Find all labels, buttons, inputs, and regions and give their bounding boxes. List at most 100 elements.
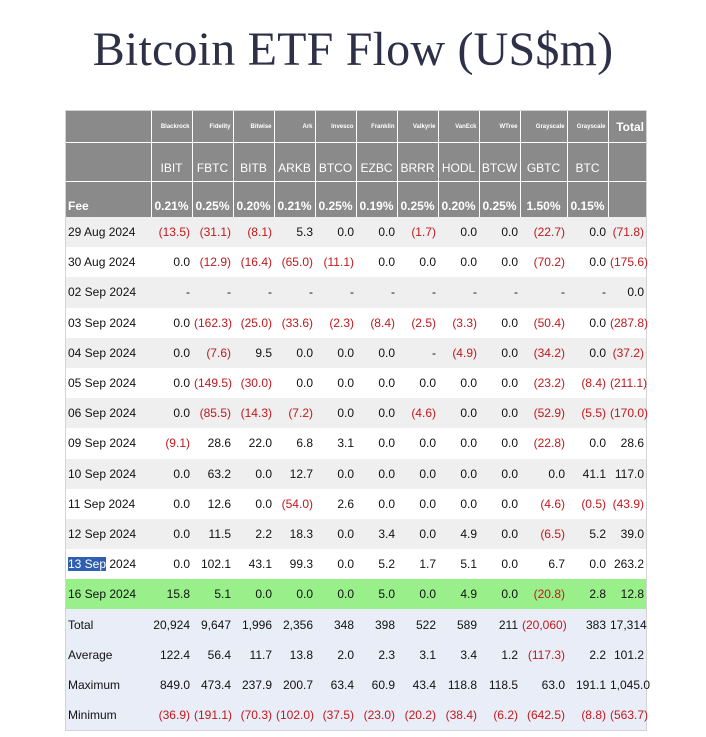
value-cell[interactable]: 211 [479, 609, 520, 640]
value-cell[interactable]: 0.0 [356, 217, 397, 248]
value-cell[interactable]: (25.0) [233, 307, 274, 338]
value-cell[interactable]: 0.0 [397, 247, 438, 278]
value-cell[interactable]: (3.3) [438, 307, 479, 338]
value-cell[interactable]: 99.3 [274, 549, 315, 580]
value-cell[interactable]: 0.0 [479, 579, 520, 610]
value-cell[interactable]: 348 [315, 609, 356, 640]
value-cell[interactable]: (8.4) [567, 367, 608, 399]
value-cell[interactable]: 0.0 [438, 428, 479, 459]
value-cell[interactable]: 0.0 [479, 458, 520, 489]
value-cell[interactable]: 0.0 [567, 247, 608, 278]
value-cell[interactable]: (0.5) [567, 488, 608, 519]
value-cell[interactable]: 0.0 [397, 428, 438, 459]
value-cell[interactable]: (9.1) [151, 428, 192, 459]
value-cell[interactable]: 2.2 [233, 518, 274, 550]
value-cell[interactable]: (22.8) [520, 428, 567, 459]
value-cell[interactable]: (34.2) [520, 337, 567, 368]
value-cell[interactable]: (70.3) [233, 700, 274, 731]
value-cell[interactable]: 0.0 [356, 337, 397, 368]
value-cell[interactable]: 2,356 [274, 609, 315, 640]
value-cell[interactable]: (162.3) [192, 307, 233, 338]
value-cell[interactable]: 0.0 [356, 428, 397, 459]
value-cell[interactable]: (65.0) [274, 247, 315, 278]
value-cell[interactable]: 0.0 [397, 518, 438, 550]
value-cell[interactable]: 2.8 [567, 579, 608, 610]
value-cell[interactable]: 12.7 [274, 458, 315, 489]
value-cell[interactable]: - [315, 277, 356, 308]
total-cell[interactable]: 101.2 [608, 639, 646, 670]
value-cell[interactable]: 5.1 [192, 579, 233, 610]
value-cell[interactable]: 0.0 [151, 247, 192, 278]
value-cell[interactable]: (8.4) [356, 307, 397, 338]
value-cell[interactable]: 0.0 [356, 458, 397, 489]
row-label[interactable]: 09 Sep 2024 [66, 428, 151, 459]
value-cell[interactable]: 0.0 [397, 488, 438, 519]
value-cell[interactable]: 0.0 [151, 488, 192, 519]
value-cell[interactable]: 0.0 [315, 398, 356, 429]
value-cell[interactable]: 0.0 [151, 549, 192, 580]
value-cell[interactable]: 0.0 [274, 367, 315, 399]
total-cell[interactable]: 12.8 [608, 579, 646, 610]
value-cell[interactable]: 0.0 [315, 337, 356, 368]
value-cell[interactable]: 12.6 [192, 488, 233, 519]
row-label[interactable]: Minimum [66, 700, 151, 731]
value-cell[interactable]: 0.0 [356, 247, 397, 278]
value-cell[interactable]: 200.7 [274, 669, 315, 700]
value-cell[interactable]: 0.0 [438, 367, 479, 399]
value-cell[interactable]: 11.7 [233, 639, 274, 670]
value-cell[interactable]: 0.0 [438, 217, 479, 248]
value-cell[interactable]: - [520, 277, 567, 308]
row-label[interactable]: 13 Sep 2024 [66, 549, 151, 580]
value-cell[interactable]: 56.4 [192, 639, 233, 670]
value-cell[interactable]: 0.0 [438, 488, 479, 519]
row-label[interactable]: 30 Aug 2024 [66, 247, 151, 278]
value-cell[interactable]: 0.0 [567, 549, 608, 580]
value-cell[interactable]: (117.3) [520, 639, 567, 670]
value-cell[interactable]: (642.5) [520, 700, 567, 731]
value-cell[interactable]: (20.8) [520, 579, 567, 610]
value-cell[interactable]: (52.9) [520, 398, 567, 429]
total-cell[interactable]: (37.2) [608, 337, 646, 368]
row-label[interactable]: 12 Sep 2024 [66, 518, 151, 550]
value-cell[interactable]: (12.9) [192, 247, 233, 278]
value-cell[interactable]: 0.0 [479, 217, 520, 248]
value-cell[interactable]: 60.9 [356, 669, 397, 700]
value-cell[interactable]: 0.0 [274, 337, 315, 368]
value-cell[interactable]: (191.1) [192, 700, 233, 731]
row-label[interactable]: 05 Sep 2024 [66, 367, 151, 399]
value-cell[interactable]: 0.0 [479, 428, 520, 459]
value-cell[interactable]: 473.4 [192, 669, 233, 700]
value-cell[interactable]: (5.5) [567, 398, 608, 429]
value-cell[interactable]: 118.5 [479, 669, 520, 700]
value-cell[interactable]: 0.0 [479, 518, 520, 550]
value-cell[interactable]: - [192, 277, 233, 308]
value-cell[interactable]: 1,996 [233, 609, 274, 640]
value-cell[interactable]: 191.1 [567, 669, 608, 700]
value-cell[interactable]: (38.4) [438, 700, 479, 731]
value-cell[interactable]: 5.3 [274, 217, 315, 248]
value-cell[interactable]: 849.0 [151, 669, 192, 700]
value-cell[interactable]: 1.7 [397, 549, 438, 580]
value-cell[interactable]: 0.0 [567, 307, 608, 338]
value-cell[interactable]: 118.8 [438, 669, 479, 700]
value-cell[interactable]: 22.0 [233, 428, 274, 459]
value-cell[interactable]: 0.0 [397, 367, 438, 399]
value-cell[interactable]: 3.1 [315, 428, 356, 459]
value-cell[interactable]: (54.0) [274, 488, 315, 519]
value-cell[interactable]: 0.0 [233, 488, 274, 519]
value-cell[interactable]: 0.0 [356, 488, 397, 519]
value-cell[interactable]: 43.1 [233, 549, 274, 580]
value-cell[interactable]: 28.6 [192, 428, 233, 459]
value-cell[interactable]: 0.0 [315, 549, 356, 580]
value-cell[interactable]: 122.4 [151, 639, 192, 670]
value-cell[interactable]: 11.5 [192, 518, 233, 550]
total-cell[interactable]: (170.0) [608, 398, 648, 429]
total-cell[interactable]: 117.0 [608, 458, 646, 489]
value-cell[interactable]: 18.3 [274, 518, 315, 550]
value-cell[interactable]: (4.9) [438, 337, 479, 368]
value-cell[interactable]: 0.0 [356, 367, 397, 399]
value-cell[interactable]: - [479, 277, 520, 308]
value-cell[interactable]: 0.0 [479, 549, 520, 580]
value-cell[interactable]: 20,924 [151, 609, 192, 640]
value-cell[interactable]: 2.2 [567, 639, 608, 670]
